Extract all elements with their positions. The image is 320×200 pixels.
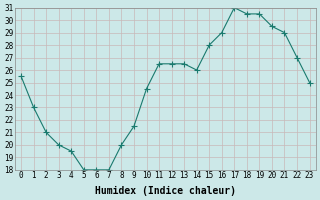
X-axis label: Humidex (Indice chaleur): Humidex (Indice chaleur) xyxy=(95,186,236,196)
